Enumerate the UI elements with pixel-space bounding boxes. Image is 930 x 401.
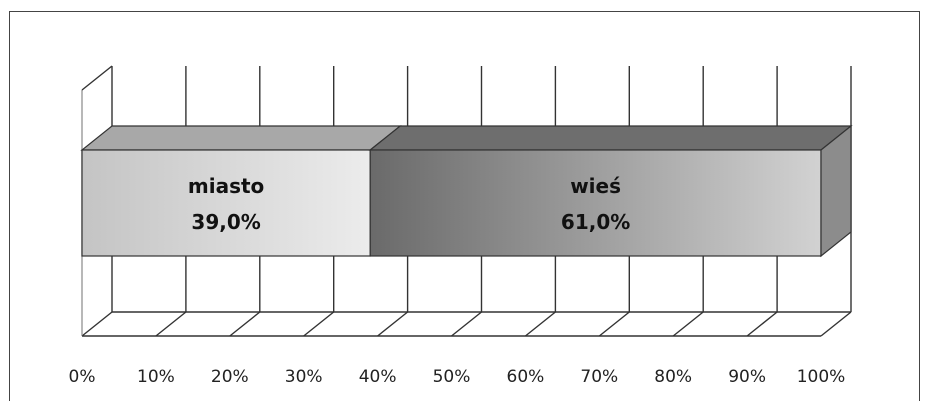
bar-miasto <box>81 149 371 257</box>
side-wall-top <box>81 65 113 91</box>
x-tick-label: 100% <box>797 367 846 387</box>
x-tick-label: 80% <box>654 367 692 387</box>
bar-wies-top <box>368 125 853 151</box>
floor-gridline <box>229 311 261 337</box>
floor-gridline <box>524 311 556 337</box>
x-tick-label: 10% <box>137 367 175 387</box>
chart-frame <box>9 11 920 401</box>
floor-gridline <box>598 311 630 337</box>
bar-value-label: 61,0% <box>561 210 630 234</box>
bar-wies-side <box>820 124 852 258</box>
floor-gridline <box>303 311 335 337</box>
bar-series-label: miasto <box>188 174 264 198</box>
bar-miasto-top <box>80 125 402 151</box>
floor-gridline <box>746 311 778 337</box>
x-tick-label: 70% <box>580 367 618 387</box>
bar-value-label: 39,0% <box>191 210 260 234</box>
bar-series-label: wieś <box>570 174 621 198</box>
x-tick-label: 40% <box>359 367 397 387</box>
bar-wies <box>369 149 822 257</box>
x-tick-label: 60% <box>507 367 545 387</box>
floor-gridline <box>451 311 482 337</box>
x-tick-label: 50% <box>433 367 471 387</box>
tick-layer: 0% 10% 20% 30% 40% 50% 60% 70% 80% 90% 100% <box>69 367 846 387</box>
floor-gridline <box>820 311 852 337</box>
x-tick-label: 30% <box>285 367 323 387</box>
bar-layer: miasto 39,0% wieś 61,0% <box>80 124 853 258</box>
x-tick-label: 90% <box>728 367 766 387</box>
x-tick-label: 0% <box>69 367 96 387</box>
floor-gridline <box>155 311 187 337</box>
x-tick-label: 20% <box>211 367 249 387</box>
floor-gridline <box>377 311 409 337</box>
floor-gridline <box>672 311 704 337</box>
floor-gridline <box>81 311 113 337</box>
